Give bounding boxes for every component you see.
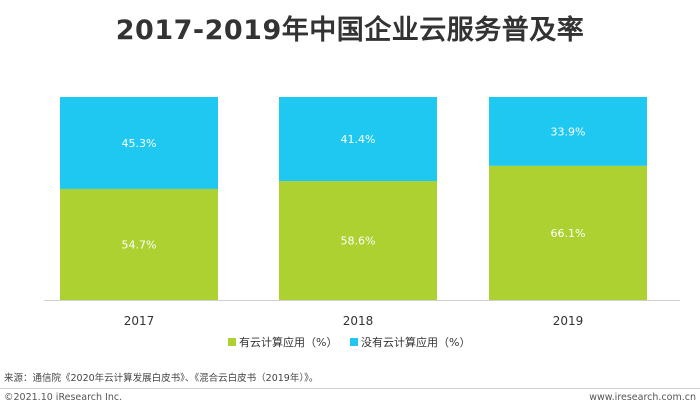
data-label-2019-without-cloud: 33.9%	[551, 125, 586, 138]
bar-segment-2019-without-cloud	[489, 97, 647, 166]
stacked-bar-chart: 54.7% 45.3% 2017 58.6% 41.4% 2018 66.1% 33.9% 20…	[44, 97, 680, 349]
bar-segment-2019-with-cloud	[489, 165, 647, 300]
bar-segment-2018-without-cloud	[279, 97, 437, 182]
copyright-text: ©2021.10 iResearch Inc.	[4, 392, 123, 403]
data-label-2018-without-cloud: 41.4%	[341, 133, 376, 146]
x-tick-label-2019: 2019	[553, 314, 584, 328]
legend-swatch-with-cloud	[228, 338, 236, 346]
source-note: 来源：通信院《2020年云计算发展白皮书》、《混合云白皮书（2019年）》。	[4, 373, 319, 384]
x-tick-label-2017: 2017	[124, 314, 155, 328]
footer-divider	[0, 388, 700, 389]
bar-segment-2017-with-cloud	[60, 188, 218, 300]
chart-title: 2017-2019年中国企业云服务普及率	[115, 15, 585, 46]
legend-label-with-cloud: 有云计算应用（%）	[239, 335, 337, 349]
data-label-2019-with-cloud: 66.1%	[551, 227, 586, 240]
bar-segment-2017-without-cloud	[60, 97, 218, 189]
website-text: www.iresearch.com.cn	[589, 392, 696, 403]
legend-label-without-cloud: 没有云计算应用（%）	[361, 335, 470, 349]
data-label-2017-without-cloud: 45.3%	[122, 137, 157, 150]
data-label-2017-with-cloud: 54.7%	[122, 238, 157, 251]
legend-swatch-without-cloud	[350, 338, 358, 346]
bar-segment-2018-with-cloud	[279, 181, 437, 300]
x-tick-label-2018: 2018	[343, 314, 374, 328]
data-label-2018-with-cloud: 58.6%	[341, 235, 376, 248]
